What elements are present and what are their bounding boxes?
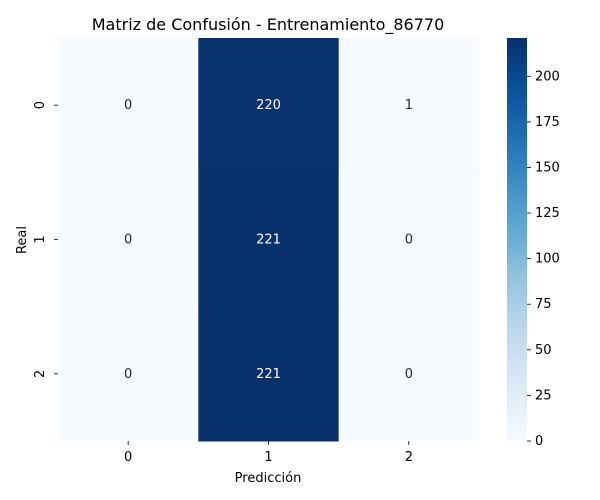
heatmap-cell [198, 38, 340, 173]
x-axis-label: Predicción [235, 471, 302, 486]
heatmap-cell [198, 172, 340, 308]
cell-value-label: 0 [405, 367, 413, 382]
x-axis-ticks: 0 1 2 [124, 441, 413, 465]
colorbar-tick-label: 25 [535, 388, 552, 403]
cell-value-label: 0 [405, 233, 413, 248]
cell-value-label: 0 [124, 98, 132, 113]
x-tick-label: 0 [124, 450, 132, 465]
colorbar-tick-label: 0 [535, 434, 543, 449]
colorbar-tick-label: 125 [535, 206, 560, 221]
colorbar-tick-label: 75 [535, 297, 552, 312]
y-axis-label: Real [15, 226, 30, 254]
heatmap-cell [198, 306, 340, 442]
x-tick-label: 2 [405, 450, 413, 465]
cell-value-label: 221 [256, 367, 281, 382]
cell-value-label: 220 [256, 98, 281, 113]
y-tick-label: 2 [33, 370, 48, 378]
heatmap-cell-labels: 0 220 1 0 221 0 0 221 0 [124, 98, 413, 382]
chart-title: Matriz de Confusión - Entrenamiento_8677… [92, 15, 445, 35]
cell-value-label: 0 [124, 233, 132, 248]
colorbar-ticks: 0 25 50 75 100 125 150 175 200 [527, 69, 560, 449]
cell-value-label: 1 [405, 98, 413, 113]
heatmap-cell [338, 306, 480, 442]
cell-value-label: 221 [256, 233, 281, 248]
x-tick-label: 1 [264, 450, 272, 465]
heatmap-cell [338, 172, 480, 308]
heatmap-cell [338, 38, 480, 173]
colorbar-tick-label: 200 [535, 69, 560, 84]
cell-value-label: 0 [124, 367, 132, 382]
colorbar [507, 38, 527, 441]
y-tick-label: 1 [33, 235, 48, 243]
heatmap-cell [58, 306, 199, 442]
colorbar-tick-label: 100 [535, 252, 560, 267]
colorbar-tick-label: 50 [535, 343, 552, 358]
colorbar-tick-label: 150 [535, 160, 560, 175]
heatmap-cell [58, 38, 199, 173]
heatmap-cell [58, 172, 199, 308]
y-tick-label: 0 [33, 101, 48, 109]
heatmap-cells [58, 38, 480, 442]
y-axis-ticks: 0 1 2 [33, 101, 58, 378]
colorbar-tick-label: 175 [535, 115, 560, 130]
